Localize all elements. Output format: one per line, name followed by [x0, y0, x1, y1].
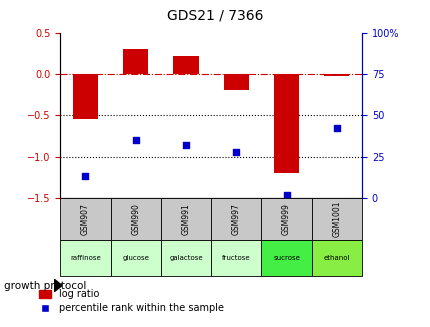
Point	[82, 174, 89, 179]
Text: glucose: glucose	[122, 255, 149, 261]
Bar	[211, 240, 261, 276]
Text: GSM991: GSM991	[181, 203, 190, 235]
Bar	[60, 198, 111, 240]
Point	[232, 149, 239, 154]
Point	[182, 142, 189, 147]
Bar	[261, 240, 311, 276]
Text: ethanol: ethanol	[323, 255, 349, 261]
Bar	[173, 56, 198, 74]
Bar	[160, 240, 211, 276]
Bar	[273, 74, 298, 173]
Bar	[123, 49, 148, 74]
Text: GSM907: GSM907	[81, 203, 90, 235]
Text: sucrose: sucrose	[273, 255, 299, 261]
Bar	[111, 240, 160, 276]
Point	[333, 126, 340, 131]
Text: galactose: galactose	[169, 255, 203, 261]
Bar	[111, 198, 160, 240]
Polygon shape	[54, 279, 62, 292]
Bar	[160, 198, 211, 240]
Bar	[324, 74, 349, 76]
Bar	[311, 198, 361, 240]
Legend: log ratio, percentile rank within the sample: log ratio, percentile rank within the sa…	[39, 289, 223, 313]
Bar	[211, 198, 261, 240]
Bar	[60, 240, 111, 276]
Bar	[223, 74, 249, 91]
Bar	[261, 198, 311, 240]
Text: growth protocol: growth protocol	[4, 281, 86, 291]
Point	[132, 137, 139, 143]
Text: fructose: fructose	[221, 255, 250, 261]
Text: GDS21 / 7366: GDS21 / 7366	[167, 8, 263, 22]
Text: raffinose: raffinose	[70, 255, 101, 261]
Text: GSM999: GSM999	[282, 203, 290, 235]
Bar	[73, 74, 98, 119]
Text: GSM990: GSM990	[131, 203, 140, 235]
Bar	[311, 240, 361, 276]
Point	[283, 192, 289, 197]
Text: GSM1001: GSM1001	[332, 201, 341, 237]
Text: GSM997: GSM997	[231, 203, 240, 235]
